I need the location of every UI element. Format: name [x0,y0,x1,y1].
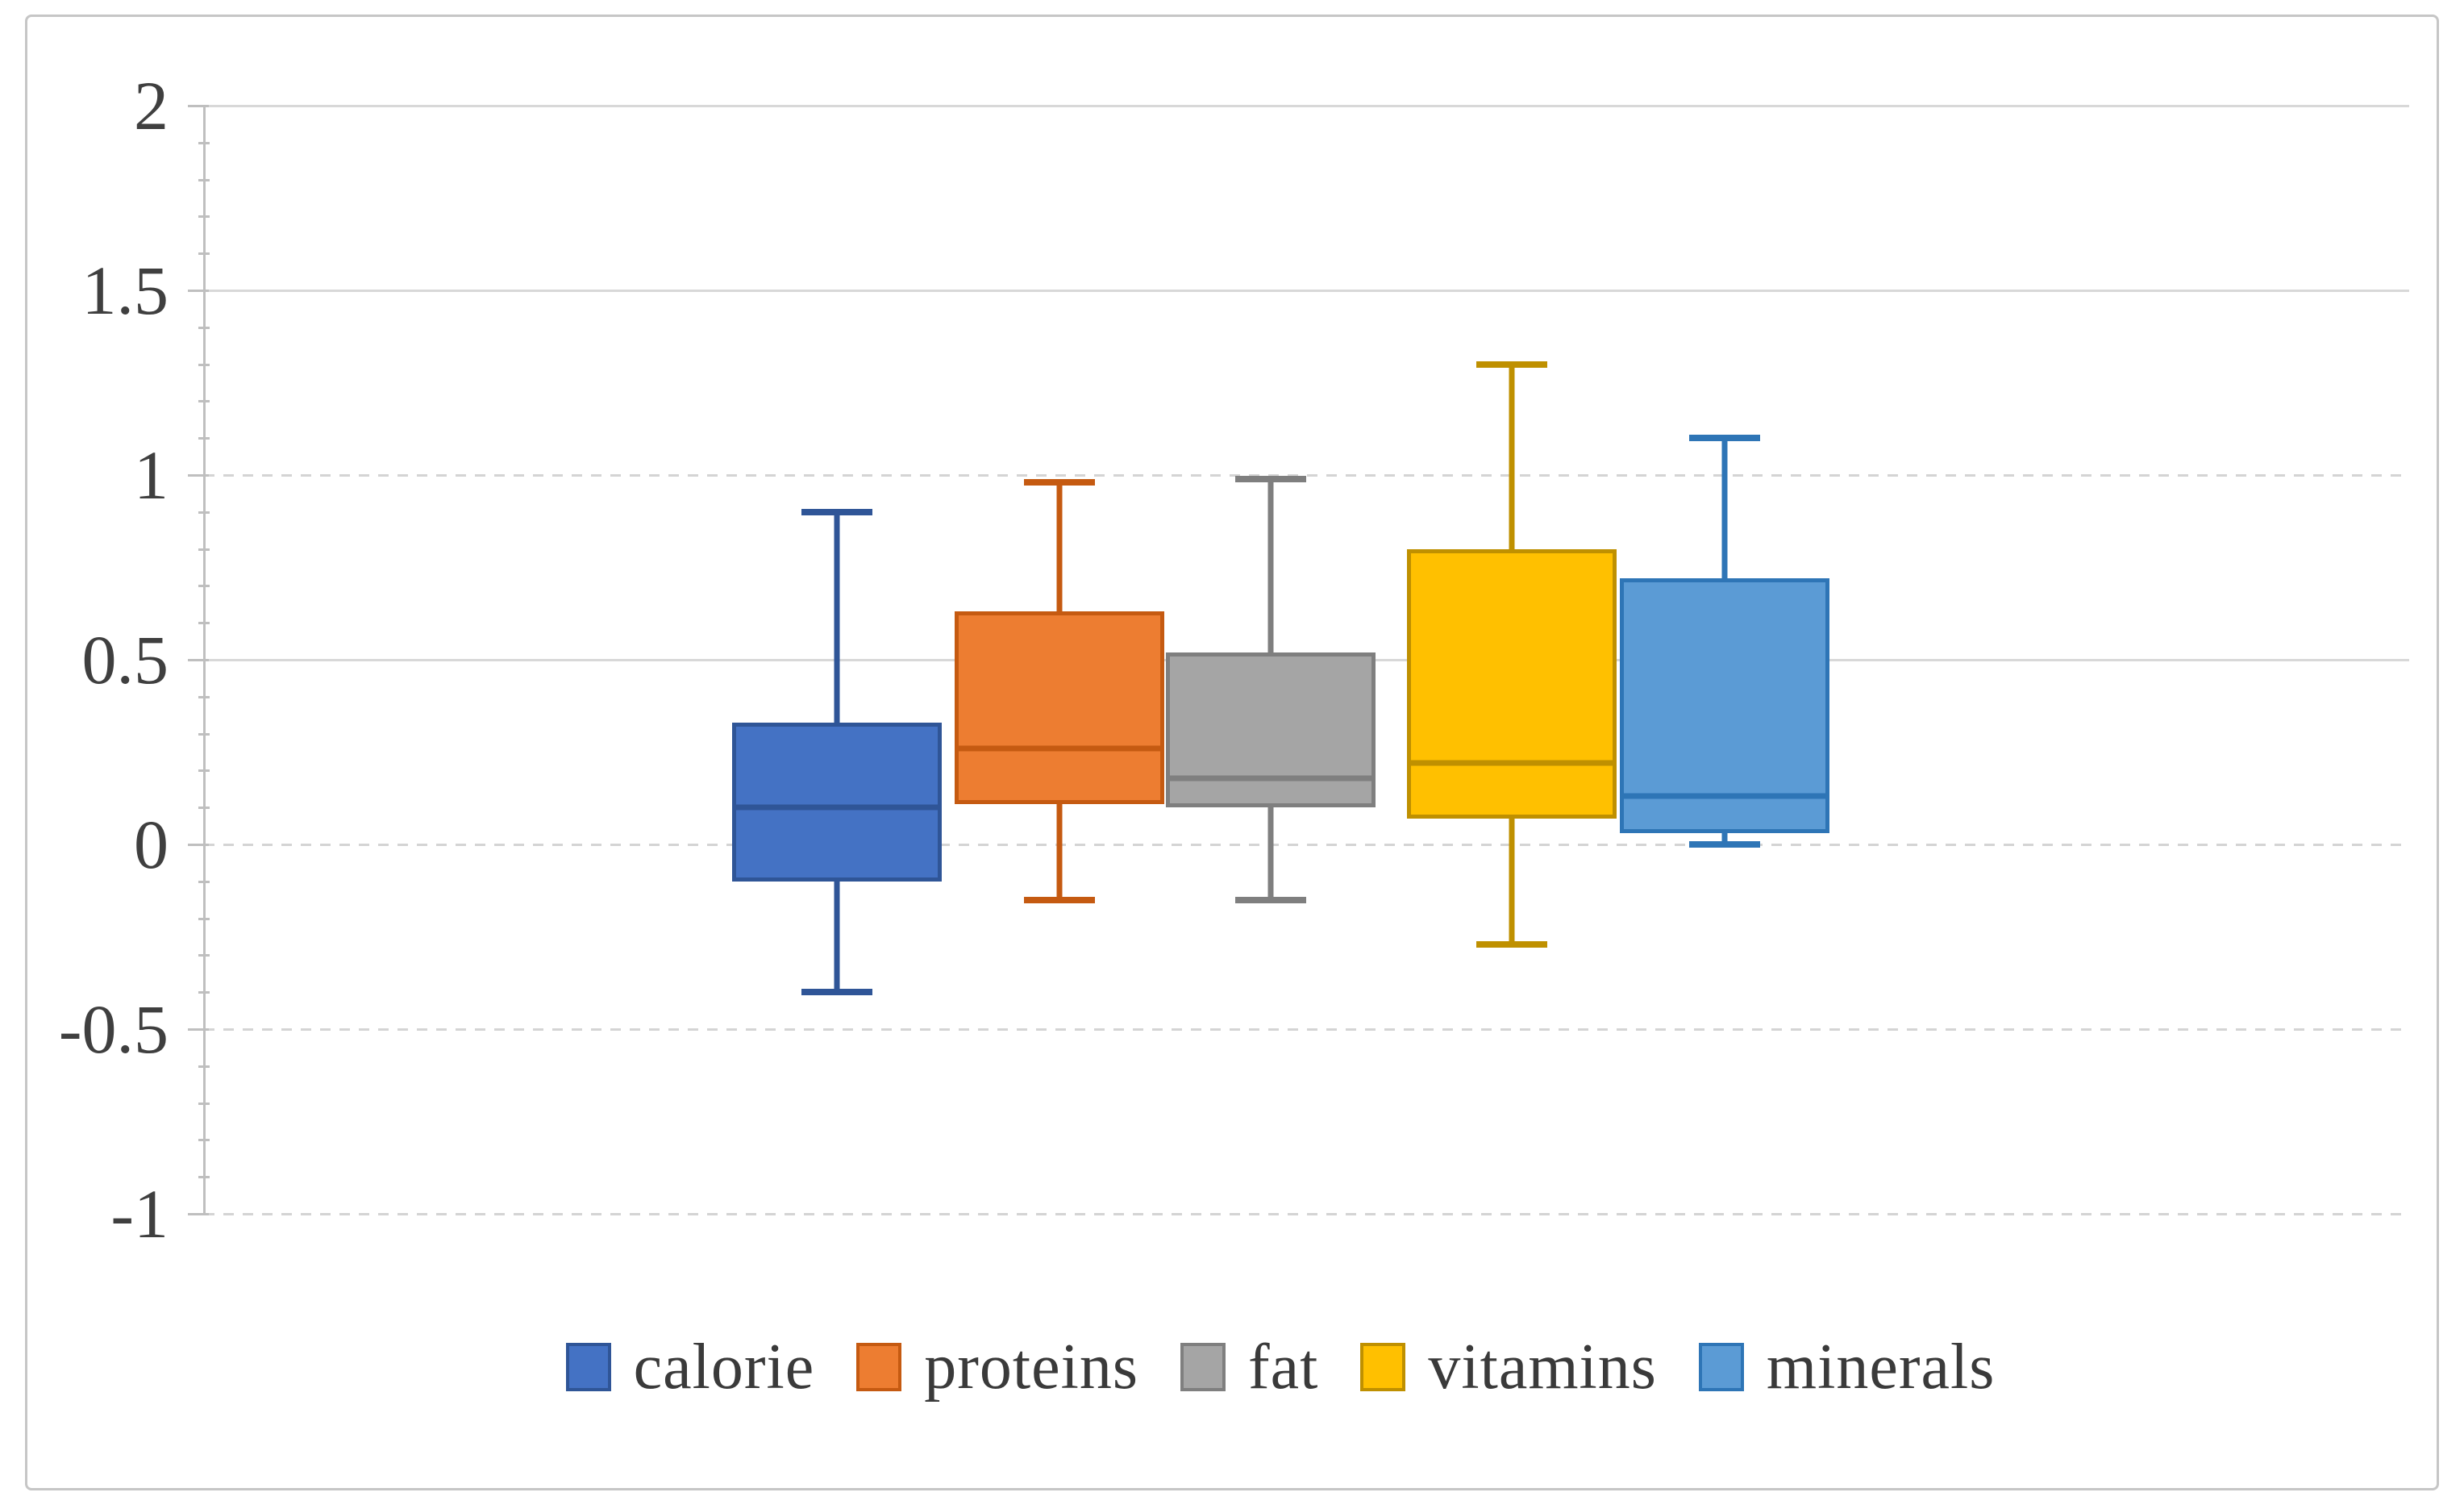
legend-label-fat: fat [1247,1332,1319,1403]
y-axis-minor-tick [198,585,210,588]
median-vitamins [1407,760,1617,766]
y-axis-minor-tick [198,991,210,994]
whisker-upper-proteins [1056,482,1063,612]
whisker-cap-min-proteins [1024,896,1095,903]
gridline-1 [204,474,2409,477]
y-axis-minor-tick [198,917,210,920]
whisker-upper-vitamins [1509,364,1515,549]
legend-item-proteins[interactable]: proteins [856,1335,1138,1399]
legend-swatch-minerals [1698,1343,1744,1391]
y-axis-major-tick [188,1028,209,1031]
y-axis-minor-tick [198,215,210,219]
gridline--1 [204,1213,2409,1215]
legend-label-calorie: calorie [633,1332,815,1403]
y-axis-major-tick [188,659,209,661]
y-axis-minor-tick [198,363,210,366]
legend-item-fat[interactable]: fat [1180,1335,1318,1399]
y-axis-minor-tick [198,400,210,403]
y-axis-minor-tick [198,807,210,810]
legend-item-calorie[interactable]: calorie [565,1332,815,1403]
median-fat [1166,775,1376,782]
legend-item-vitamins[interactable]: vitamins [1360,1335,1657,1399]
gridline-1.5 [204,290,2409,292]
box-minerals[interactable] [1620,578,1829,834]
y-axis-major-tick [188,290,209,292]
y-axis-label-1.5: 1.5 [81,252,169,329]
y-axis-minor-tick [198,141,210,144]
y-axis-label--1: -1 [110,1175,169,1253]
y-axis-minor-tick [198,954,210,957]
y-axis-minor-tick [198,880,210,883]
y-axis-minor-tick [198,252,210,256]
whisker-cap-min-vitamins [1476,940,1547,948]
legend-swatch-vitamins [1360,1343,1406,1391]
plot-area: 2 1.5 1 0.5 0 -0.5 -1 [27,17,2437,1488]
y-axis-label-0: 0 [134,806,169,883]
y-axis-minor-tick [198,326,210,329]
legend-label-minerals: minerals [1766,1332,1996,1403]
whisker-cap-max-vitamins [1476,361,1547,368]
box-fat[interactable] [1166,652,1376,808]
y-axis-label-0.5: 0.5 [81,621,169,698]
legend-label-vitamins: vitamins [1428,1332,1657,1403]
legend-swatch-calorie [565,1343,611,1391]
y-axis-minor-tick [198,178,210,181]
y-axis-major-tick [188,105,209,107]
y-axis-major-tick [188,1213,209,1215]
legend-swatch-proteins [856,1343,902,1391]
gridline-2 [204,105,2409,107]
gridline-0 [204,844,2409,846]
whisker-upper-minerals [1721,438,1728,579]
box-vitamins[interactable] [1407,548,1617,819]
whisker-lower-minerals [1721,833,1728,844]
y-axis-minor-tick [198,769,210,773]
y-axis-minor-tick [198,1065,210,1068]
gridline--0.5 [204,1028,2409,1031]
median-calorie [732,804,942,811]
whisker-lower-calorie [834,881,840,993]
y-axis-minor-tick [198,1139,210,1142]
whisker-cap-max-fat [1235,475,1306,482]
y-axis-minor-tick [198,548,210,551]
whisker-upper-calorie [834,511,840,723]
legend: calorie proteins fat vitamins minerals [27,1335,2437,1399]
y-axis-minor-tick [198,622,210,625]
y-axis-minor-tick [198,695,210,698]
y-axis-minor-tick [198,437,210,440]
box-proteins[interactable] [955,611,1164,804]
y-axis-label-2: 2 [134,67,169,144]
y-axis-major-tick [188,844,209,846]
y-axis-minor-tick [198,732,210,736]
whisker-lower-fat [1267,807,1274,900]
legend-item-minerals[interactable]: minerals [1698,1332,1996,1403]
whisker-lower-proteins [1056,803,1063,900]
whisker-cap-max-proteins [1024,479,1095,486]
y-axis-minor-tick [198,511,210,514]
whisker-cap-min-minerals [1689,841,1760,848]
y-axis-minor-tick [198,1176,210,1179]
whisker-lower-vitamins [1509,818,1515,944]
y-axis-label-1: 1 [134,436,169,514]
y-axis-major-tick [188,474,209,477]
whisker-cap-min-fat [1235,896,1306,903]
legend-swatch-fat [1180,1343,1226,1391]
median-minerals [1620,793,1829,799]
whisker-upper-fat [1267,478,1274,652]
box-calorie[interactable] [732,722,942,882]
y-axis-label--0.5: -0.5 [58,990,169,1068]
whisker-cap-min-calorie [801,989,872,996]
chart-frame: 2 1.5 1 0.5 0 -0.5 -1 calorie proteins fat vitami… [25,15,2439,1490]
legend-label-proteins: proteins [924,1332,1138,1403]
median-proteins [955,745,1164,752]
whisker-cap-max-minerals [1689,435,1760,442]
y-axis-minor-tick [198,1102,210,1105]
whisker-cap-max-calorie [801,508,872,515]
